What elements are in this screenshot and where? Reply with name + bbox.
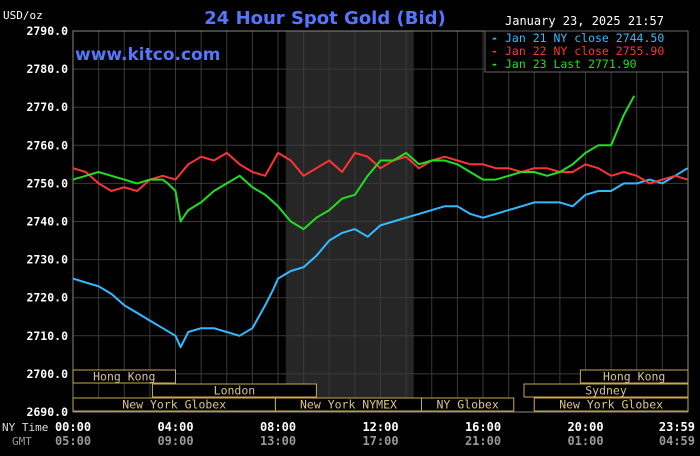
series-line-0 [72, 167, 689, 349]
legend-entry-jan21: Jan 21 NY close 2744.50 [505, 31, 664, 45]
y-axis-unit-label: USD/oz [3, 9, 43, 22]
session-bar [72, 369, 176, 384]
row-label-gmt: GMT [12, 435, 32, 448]
row-label-nytime: NY Time [2, 421, 48, 434]
x-tick-label-nytime: 00:00 [55, 420, 91, 434]
x-tick-label-gmt: 21:00 [465, 434, 501, 448]
session-label: NY Globex [436, 398, 498, 412]
y-tick-label: 2770.0 [26, 100, 68, 114]
y-tick-label: 2760.0 [26, 138, 68, 152]
x-tick-label-nytime: 12:00 [362, 420, 398, 434]
legend-dash-jan22: - [491, 44, 498, 58]
session-bar [151, 383, 317, 398]
x-tick-label-gmt: 09:00 [157, 434, 193, 448]
session-label: Sydney [585, 384, 627, 398]
legend-entry-jan23: Jan 23 Last 2771.90 [505, 57, 637, 71]
legend-entry-jan22: Jan 22 NY close 2755.90 [505, 44, 664, 58]
x-tick-label-gmt: 05:00 [55, 434, 91, 448]
series-line-1 [72, 151, 688, 192]
x-tick-label-gmt: 17:00 [362, 434, 398, 448]
plot-border [72, 30, 689, 413]
x-tick-label-nytime: 08:00 [260, 420, 296, 434]
y-tick-label: 2690.0 [26, 405, 68, 419]
y-tick-label: 2700.0 [26, 367, 68, 381]
legend-dash-jan23: - [491, 57, 498, 71]
session-label: Hong Kong [603, 370, 665, 384]
session-bar [523, 383, 689, 398]
session-bar [533, 397, 689, 412]
session-bar [579, 369, 689, 384]
y-tick-label: 2710.0 [26, 329, 68, 343]
watermark: www.kitco.com [75, 45, 220, 65]
x-tick-label-nytime: 23:59 [659, 420, 695, 434]
y-tick-label: 2790.0 [26, 24, 68, 38]
y-tick-label: 2740.0 [26, 215, 68, 229]
session-label: New York NYMEX [300, 398, 397, 412]
chart-title: 24 Hour Spot Gold (Bid) [204, 8, 445, 29]
x-tick-label-gmt: 01:00 [567, 434, 603, 448]
legend-dash-jan21: - [491, 31, 498, 45]
x-tick-label-nytime: 16:00 [465, 420, 501, 434]
session-label: New York Globex [559, 398, 663, 412]
legend-box [484, 30, 689, 73]
x-tick-label-nytime: 04:00 [157, 420, 193, 434]
x-tick-label-gmt: 04:59 [659, 434, 695, 448]
y-tick-label: 2730.0 [26, 253, 68, 267]
session-label: Hong Kong [93, 370, 155, 384]
session-label: New York Globex [122, 398, 226, 412]
y-tick-label: 2750.0 [26, 176, 68, 190]
y-tick-label: 2720.0 [26, 291, 68, 305]
y-tick-label: 2780.0 [26, 62, 68, 76]
session-label: London [214, 384, 256, 398]
legend: Jan 21 NY close 2744.50 Jan 22 NY close … [484, 30, 689, 73]
series-line-2 [72, 95, 636, 231]
session-bar [421, 397, 515, 412]
x-tick-label-gmt: 13:00 [260, 434, 296, 448]
x-tick-label-nytime: 20:00 [567, 420, 603, 434]
timestamp: January 23, 2025 21:57 [505, 14, 664, 28]
